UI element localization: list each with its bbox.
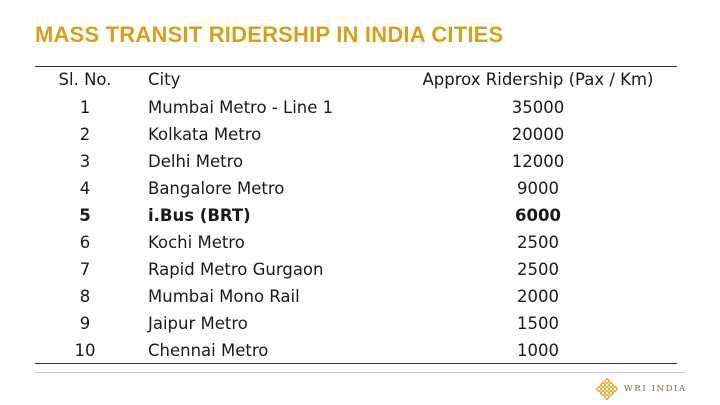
row-ridership: 1500 xyxy=(517,314,559,333)
row-city: Delhi Metro xyxy=(148,152,244,171)
table-row: 6 Kochi Metro 2500 xyxy=(40,229,680,256)
footer-rule xyxy=(35,372,685,373)
wri-lattice-icon xyxy=(596,378,618,400)
header-sl-no: Sl. No. xyxy=(58,70,112,89)
row-ridership: 2000 xyxy=(517,287,559,306)
row-ridership: 9000 xyxy=(517,179,559,198)
row-city: Mumbai Metro - Line 1 xyxy=(148,98,334,117)
lattice-cell xyxy=(603,385,611,393)
row-sl-no: 4 xyxy=(79,179,91,198)
table-row: 7 Rapid Metro Gurgaon 2500 xyxy=(40,256,680,283)
row-ridership: 12000 xyxy=(511,152,565,171)
row-city: Kolkata Metro xyxy=(148,125,262,144)
row-ridership: 20000 xyxy=(511,125,565,144)
wri-india-logo: WRI INDIA xyxy=(596,378,687,400)
header-ridership: Approx Ridership (Pax / Km) xyxy=(422,70,654,89)
row-sl-no: 6 xyxy=(79,233,91,252)
row-city: Kochi Metro xyxy=(148,233,245,252)
table-row: 2 Kolkata Metro 20000 xyxy=(40,121,680,148)
table-row: 8 Mumbai Mono Rail 2000 xyxy=(40,283,680,310)
row-ridership: 35000 xyxy=(511,98,565,117)
lattice-cell xyxy=(611,385,618,393)
row-city: Mumbai Mono Rail xyxy=(148,287,300,306)
table-bottom-rule xyxy=(35,363,677,364)
row-sl-no: 10 xyxy=(74,341,96,360)
row-sl-no: 8 xyxy=(79,287,91,306)
table-row: 3 Delhi Metro 12000 xyxy=(40,148,680,175)
slide-title: MASS TRANSIT RIDERSHIP IN INDIA CITIES xyxy=(35,22,504,47)
row-sl-no: 2 xyxy=(79,125,91,144)
table-top-rule xyxy=(35,66,677,67)
row-sl-no: 9 xyxy=(79,314,91,333)
table-row: 10 Chennai Metro 1000 xyxy=(40,337,680,364)
row-ridership: 1000 xyxy=(517,341,559,360)
row-city: i.Bus (BRT) xyxy=(148,206,251,225)
logo-text: WRI INDIA xyxy=(624,384,687,394)
table-row: 1 Mumbai Metro - Line 1 35000 xyxy=(40,94,680,121)
ridership-table: Sl. No. City Approx Ridership (Pax / Km)… xyxy=(40,66,680,364)
lattice-cell xyxy=(596,385,603,393)
row-sl-no: 7 xyxy=(79,260,91,279)
lattice-cell xyxy=(603,393,611,400)
lattice-cell xyxy=(607,389,615,397)
row-sl-no: 5 xyxy=(79,206,91,225)
table-row: 9 Jaipur Metro 1500 xyxy=(40,310,680,337)
table-header-row: Sl. No. City Approx Ridership (Pax / Km) xyxy=(40,66,680,94)
row-city: Chennai Metro xyxy=(148,341,269,360)
lattice-cell xyxy=(599,381,607,389)
row-sl-no: 1 xyxy=(79,98,91,117)
row-city: Jaipur Metro xyxy=(148,314,248,333)
lattice-cell xyxy=(607,381,615,389)
row-city: Rapid Metro Gurgaon xyxy=(148,260,324,279)
table-row: 4 Bangalore Metro 9000 xyxy=(40,175,680,202)
row-ridership: 2500 xyxy=(517,260,559,279)
row-sl-no: 3 xyxy=(79,152,91,171)
row-ridership: 2500 xyxy=(517,233,559,252)
table-row: 5 i.Bus (BRT) 6000 xyxy=(40,202,680,229)
header-city: City xyxy=(148,70,181,89)
lattice-cell xyxy=(599,389,607,397)
row-ridership: 6000 xyxy=(515,206,561,225)
lattice-cell xyxy=(603,378,611,385)
row-city: Bangalore Metro xyxy=(148,179,285,198)
